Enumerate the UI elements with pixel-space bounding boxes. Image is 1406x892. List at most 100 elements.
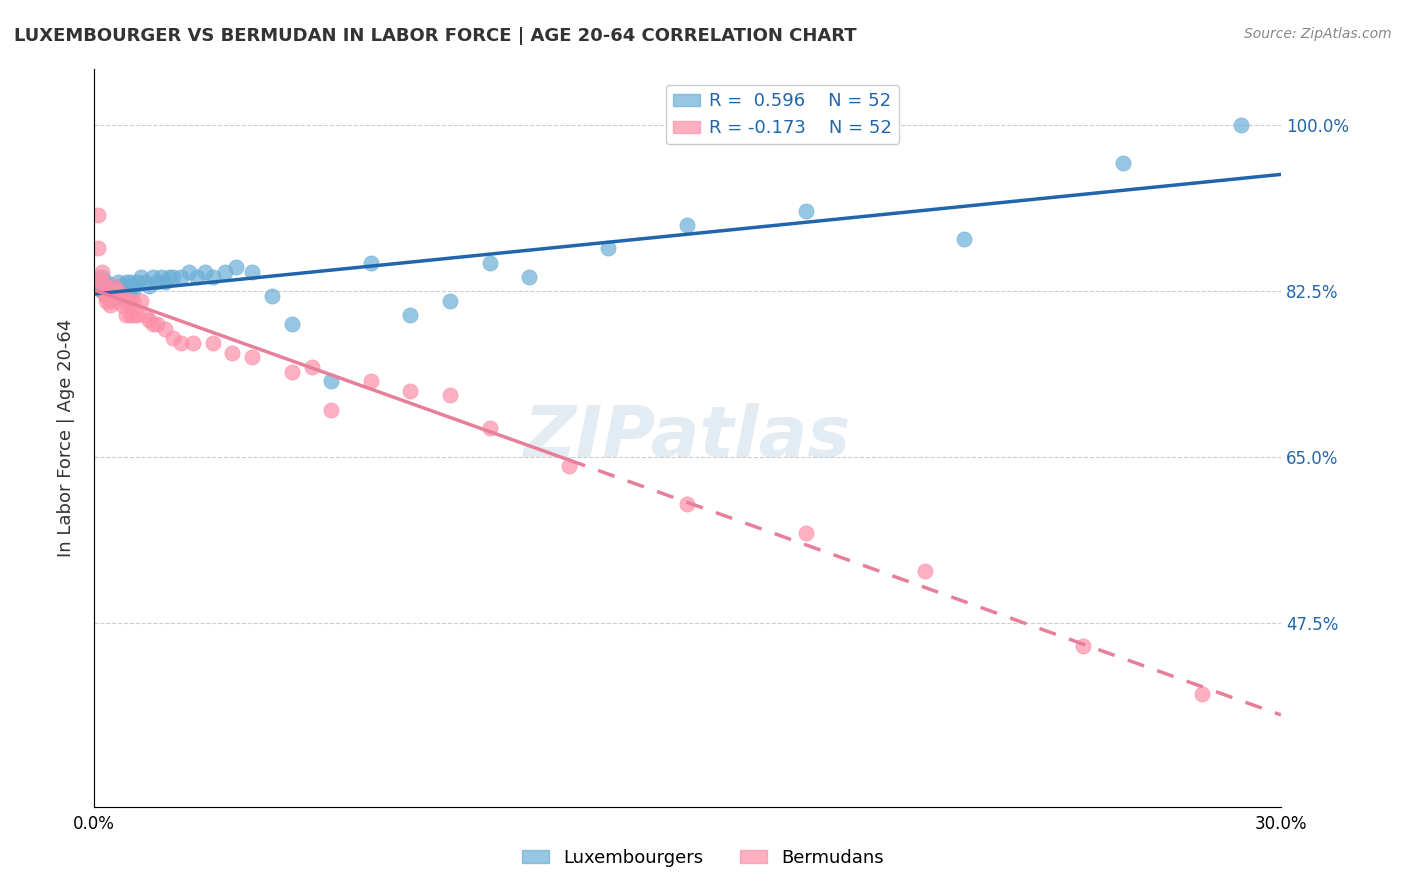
Point <box>87 269 110 284</box>
Point <box>439 293 461 308</box>
Point <box>142 318 165 332</box>
Point <box>127 275 149 289</box>
Point <box>87 208 110 222</box>
Point <box>103 279 125 293</box>
Point <box>517 269 540 284</box>
Point <box>399 384 422 398</box>
Point <box>114 275 136 289</box>
Point <box>321 402 343 417</box>
Point <box>134 308 156 322</box>
Text: LUXEMBOURGER VS BERMUDAN IN LABOR FORCE | AGE 20-64 CORRELATION CHART: LUXEMBOURGER VS BERMUDAN IN LABOR FORCE … <box>14 27 856 45</box>
Point <box>103 284 125 298</box>
Point <box>103 279 125 293</box>
Point <box>201 269 224 284</box>
Point <box>240 265 263 279</box>
Point <box>181 336 204 351</box>
Text: 30.0%: 30.0% <box>1254 815 1308 833</box>
Point <box>194 265 217 279</box>
Point <box>138 312 160 326</box>
Point <box>153 275 176 289</box>
Point <box>111 279 134 293</box>
Text: Source: ZipAtlas.com: Source: ZipAtlas.com <box>1244 27 1392 41</box>
Point <box>118 284 141 298</box>
Point <box>90 265 112 279</box>
Point <box>98 279 121 293</box>
Text: 0.0%: 0.0% <box>73 815 115 833</box>
Point <box>439 388 461 402</box>
Point <box>98 289 121 303</box>
Point <box>122 293 145 308</box>
Point <box>214 265 236 279</box>
Point <box>90 284 112 298</box>
Point <box>150 269 173 284</box>
Point <box>240 351 263 365</box>
Text: ZIPatlas: ZIPatlas <box>524 403 851 473</box>
Point <box>260 289 283 303</box>
Point <box>170 336 193 351</box>
Point <box>94 289 117 303</box>
Point <box>87 279 110 293</box>
Point <box>103 284 125 298</box>
Point <box>103 289 125 303</box>
Point <box>146 318 169 332</box>
Point <box>360 374 382 388</box>
Point <box>598 242 620 256</box>
Point <box>118 308 141 322</box>
Point <box>1230 119 1253 133</box>
Point <box>221 345 243 359</box>
Point <box>225 260 247 275</box>
Point <box>321 374 343 388</box>
Point <box>360 256 382 270</box>
Point <box>399 308 422 322</box>
Point <box>94 293 117 308</box>
Point <box>162 331 184 345</box>
Point <box>794 525 817 540</box>
Point <box>170 269 193 284</box>
Point <box>131 269 153 284</box>
Point <box>177 265 200 279</box>
Point <box>794 203 817 218</box>
Point <box>98 293 121 308</box>
Point <box>1191 687 1213 701</box>
Point <box>90 269 112 284</box>
Point <box>478 256 501 270</box>
Point <box>153 322 176 336</box>
Point <box>98 298 121 312</box>
Point <box>87 275 110 289</box>
Point <box>281 365 304 379</box>
Point <box>118 293 141 308</box>
Point <box>94 289 117 303</box>
Point <box>953 232 976 246</box>
Point <box>107 284 129 298</box>
Legend: Luxembourgers, Bermudans: Luxembourgers, Bermudans <box>515 842 891 874</box>
Point <box>142 269 165 284</box>
Point <box>107 275 129 289</box>
Point <box>914 564 936 578</box>
Point <box>107 293 129 308</box>
Point <box>478 421 501 435</box>
Point <box>122 308 145 322</box>
Point <box>114 293 136 308</box>
Point <box>281 318 304 332</box>
Point <box>111 289 134 303</box>
Point <box>94 289 117 303</box>
Point <box>122 284 145 298</box>
Point <box>1071 640 1094 654</box>
Legend: R =  0.596    N = 52, R = -0.173    N = 52: R = 0.596 N = 52, R = -0.173 N = 52 <box>665 85 898 145</box>
Point <box>127 308 149 322</box>
Point <box>90 275 112 289</box>
Point <box>186 269 208 284</box>
Point <box>98 284 121 298</box>
Point <box>87 242 110 256</box>
Point <box>1111 156 1133 170</box>
Point <box>558 459 581 474</box>
Point <box>162 269 184 284</box>
Point <box>107 289 129 303</box>
Point <box>157 269 180 284</box>
Y-axis label: In Labor Force | Age 20-64: In Labor Force | Age 20-64 <box>58 318 75 558</box>
Point <box>134 275 156 289</box>
Point <box>90 284 112 298</box>
Point <box>146 275 169 289</box>
Point <box>201 336 224 351</box>
Point <box>111 298 134 312</box>
